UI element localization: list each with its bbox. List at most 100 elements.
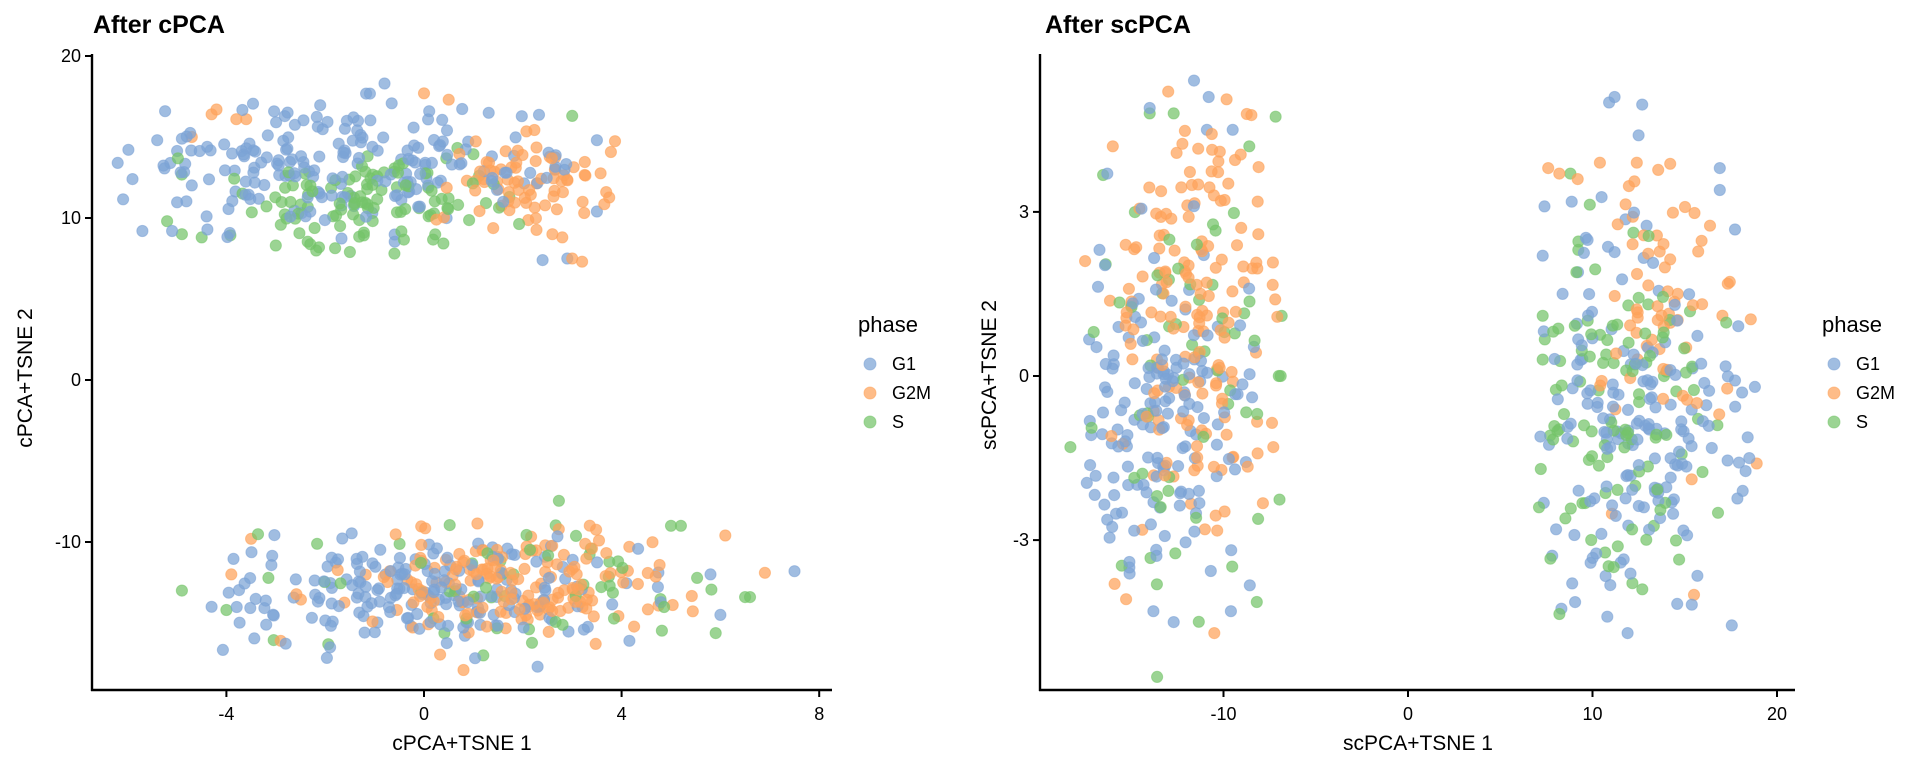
data-point-s [1150, 578, 1164, 591]
data-point-s [479, 581, 493, 594]
data-point-g1 [246, 97, 260, 110]
data-point-g1 [1739, 465, 1752, 478]
data-point-g1 [1736, 386, 1749, 399]
data-point-s [1113, 296, 1126, 309]
data-point-s [1557, 408, 1571, 421]
data-point-g1 [351, 124, 364, 137]
data-point-s [1564, 502, 1577, 515]
data-point-s [479, 197, 493, 210]
data-point-g1 [410, 183, 423, 196]
data-point-s [542, 549, 555, 562]
data-point-s [343, 245, 356, 259]
data-point-g2m [497, 595, 510, 608]
legend-label: G1 [1856, 354, 1880, 374]
data-point-g2m [471, 517, 484, 530]
data-point-g1 [379, 175, 392, 188]
data-point-g1 [1173, 499, 1186, 512]
data-point-s [705, 583, 718, 596]
data-point-g1 [238, 150, 251, 163]
data-point-g2m [417, 87, 431, 100]
data-point-s [1585, 328, 1598, 341]
data-point-s [329, 242, 342, 255]
data-point-g1 [1581, 233, 1594, 246]
data-point-g1 [230, 600, 243, 614]
data-point-s [1269, 110, 1282, 123]
data-point-g1 [482, 106, 495, 119]
data-point-g1 [1110, 507, 1123, 520]
data-point-g2m [1167, 322, 1180, 335]
data-point-s [1248, 334, 1261, 347]
data-point-g1 [1551, 393, 1564, 406]
legend-key-g1 [863, 357, 877, 371]
x-axis-label: scPCA+TSNE 1 [1343, 732, 1493, 755]
data-point-g2m [1222, 316, 1235, 329]
data-point-g1 [1571, 374, 1584, 387]
data-point-s [1536, 309, 1549, 322]
y-ticks: -10 0 10 20 [55, 46, 92, 552]
data-point-g1 [623, 634, 636, 647]
data-point-g2m [566, 252, 579, 265]
x-tick-label: -4 [218, 704, 234, 724]
data-point-g2m [331, 563, 344, 577]
legend-title: phase [1822, 312, 1882, 337]
x-tick-label: 20 [1767, 704, 1787, 724]
data-point-g1 [358, 626, 371, 639]
data-point-g1 [393, 551, 406, 565]
data-point-g1 [1577, 246, 1591, 259]
data-point-g1 [1728, 223, 1742, 236]
data-point-g1 [233, 616, 246, 629]
data-point-g2m [480, 620, 493, 633]
legend-label: G2M [1856, 383, 1895, 403]
y-tick-label: 3 [1019, 202, 1029, 222]
data-point-g1 [324, 619, 337, 632]
data-point-s [1169, 547, 1182, 560]
data-point-s [1534, 462, 1547, 476]
data-point-g2m [1122, 282, 1136, 295]
data-point-g2m [430, 213, 443, 226]
data-point-g1 [308, 164, 321, 177]
data-point-g1 [704, 568, 717, 581]
data-point-g2m [1229, 305, 1242, 318]
data-point-g1 [1616, 273, 1629, 286]
legend-key-g1 [1827, 357, 1841, 371]
data-point-g1 [436, 135, 449, 148]
data-point-g2m [1120, 593, 1133, 606]
data-point-g1 [270, 116, 283, 129]
data-point-s [429, 228, 442, 241]
x-axis-label: cPCA+TSNE 1 [392, 732, 531, 755]
data-point-g2m [1182, 210, 1195, 223]
data-point-g2m [686, 605, 699, 618]
data-point-g2m [604, 145, 618, 159]
data-point-s [1679, 366, 1693, 379]
data-point-g2m [419, 522, 432, 535]
data-point-g2m [1626, 238, 1639, 251]
data-point-g1 [551, 530, 564, 543]
data-point-s [310, 244, 323, 257]
data-point-s [1660, 428, 1673, 441]
data-point-g1 [1713, 183, 1726, 197]
data-point-s [1163, 233, 1176, 246]
data-point-g2m [1251, 195, 1264, 208]
data-point-g1 [244, 601, 257, 615]
data-point-g1 [1091, 280, 1105, 293]
data-point-g2m [1688, 206, 1701, 220]
data-point-g1 [1151, 451, 1164, 464]
data-point-g2m [1245, 109, 1258, 122]
data-point-s [1632, 291, 1645, 304]
data-point-g1 [1584, 495, 1597, 508]
data-point-g1 [590, 205, 604, 218]
data-point-g1 [1606, 400, 1620, 413]
data-point-g1 [509, 131, 522, 144]
data-point-s [1601, 333, 1614, 347]
data-point-g2m [1630, 303, 1643, 316]
data-point-s [1227, 206, 1241, 220]
data-point-s [1162, 484, 1175, 497]
data-point-s [1568, 319, 1581, 332]
panel-scpca: After scPCA -10 0 10 20 -3 0 3 scPCA+TSNE 1 s… [978, 11, 1895, 755]
data-point-s [523, 543, 537, 556]
data-point-g2m [530, 223, 543, 236]
data-point-g1 [1642, 418, 1655, 431]
data-point-g1 [1123, 567, 1136, 580]
data-point-g1 [366, 140, 379, 153]
data-point-g2m [1150, 207, 1163, 220]
